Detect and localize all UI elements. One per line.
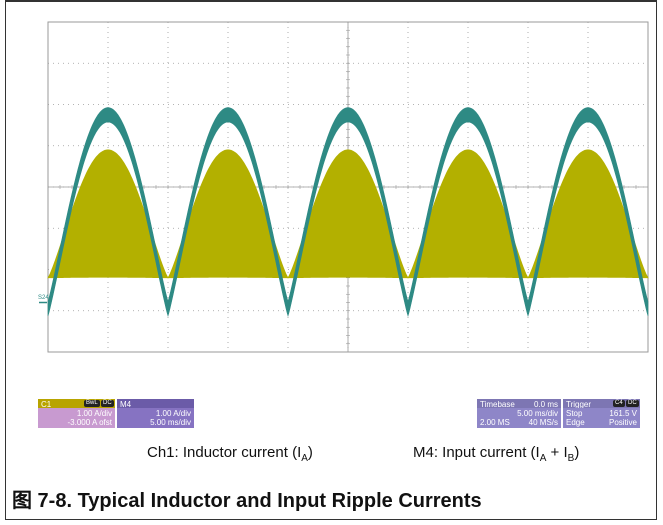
timebase-samples: 2.00 MS xyxy=(480,418,510,427)
trigger-mode: Stop xyxy=(566,409,582,418)
m4-descriptor[interactable]: M4 1.00 A/div 5.00 ms/div xyxy=(117,399,194,428)
c1-bwl-chip: BwL xyxy=(84,400,100,407)
m4-caption-mid: + I xyxy=(546,444,567,461)
m4-header: M4 xyxy=(117,399,194,408)
timebase-per-div: 5.00 ms/div xyxy=(480,409,558,418)
c1-offset: -3.000 A ofst xyxy=(41,418,112,427)
m4-body: 1.00 A/div 5.00 ms/div xyxy=(117,408,194,428)
m4-caption-prefix: M4: Input current (I xyxy=(413,444,540,461)
trigger-type: Edge xyxy=(566,418,585,427)
trigger-slope: Positive xyxy=(609,418,637,427)
timebase-body: 5.00 ms/div 2.00 MS 40 MS/s xyxy=(477,408,561,428)
ch1-caption-sub: A xyxy=(301,453,308,464)
m4-caption-suffix: ) xyxy=(574,444,579,461)
c1-scale: 1.00 A/div xyxy=(41,409,112,418)
c1-descriptor[interactable]: C1 BwL DC 1.00 A/div -3.000 A ofst xyxy=(38,399,115,428)
c1-dc-chip: DC xyxy=(101,400,114,407)
c1-body: 1.00 A/div -3.000 A ofst xyxy=(38,408,115,428)
ch1-caption: Ch1: Inductor current (IA) xyxy=(147,444,313,464)
figure-title: 图 7-8. Typical Inductor and Input Ripple… xyxy=(12,484,482,513)
trigger-level: 161.5 V xyxy=(609,409,637,418)
trigger-dc-chip: DC xyxy=(626,400,639,407)
ch1-ground-marker: S24 xyxy=(38,295,49,301)
timebase-descriptor[interactable]: Timebase 0.0 ms 5.00 ms/div 2.00 MS 40 M… xyxy=(477,399,561,428)
trigger-body: Stop 161.5 V Edge Positive xyxy=(563,408,640,428)
trigger-descriptor[interactable]: Trigger C4 DC Stop 161.5 V Edge Positive xyxy=(563,399,640,428)
m4-scale: 1.00 A/div xyxy=(120,409,191,418)
trigger-c4-chip: C4 xyxy=(613,400,625,407)
timebase-rate: 40 MS/s xyxy=(529,418,558,427)
ch1-caption-prefix: Ch1: Inductor current (I xyxy=(147,444,301,461)
m4-caption: M4: Input current (IA + IB) xyxy=(413,444,579,464)
marker-label: S24 xyxy=(38,295,49,301)
timebase-row2: 2.00 MS 40 MS/s xyxy=(480,418,558,427)
timebase-header: Timebase 0.0 ms xyxy=(477,399,561,408)
ch1-caption-suffix: ) xyxy=(308,444,313,461)
m4-time: 5.00 ms/div xyxy=(120,418,191,427)
oscilloscope-plot: S24 xyxy=(0,0,663,400)
trigger-row1: Stop 161.5 V xyxy=(566,409,637,418)
trigger-row2: Edge Positive xyxy=(566,418,637,427)
